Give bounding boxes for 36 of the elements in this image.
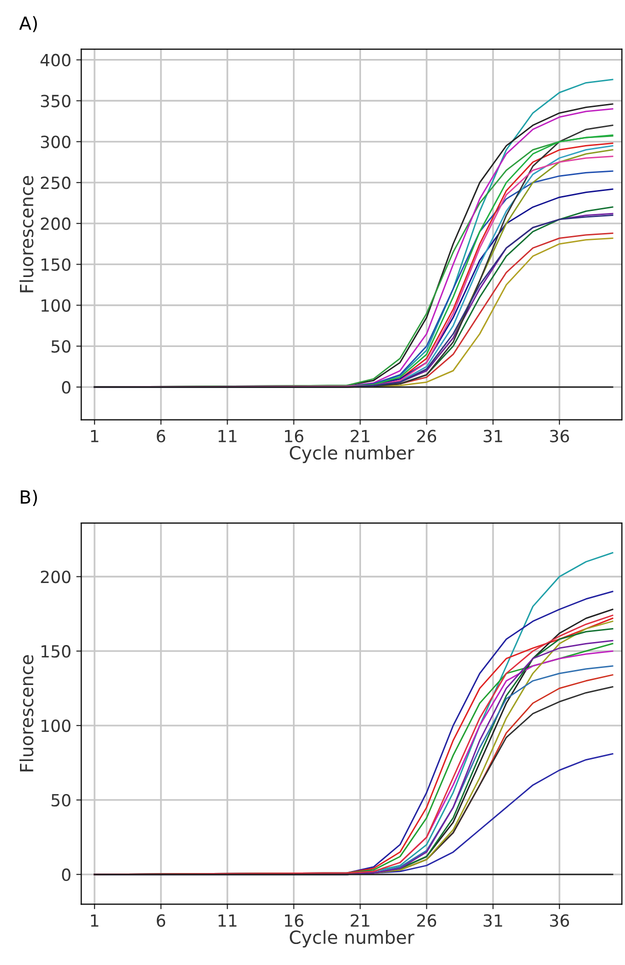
x-axis-title: Cycle number <box>290 446 414 464</box>
x-tick-label: 21 <box>350 430 370 442</box>
y-tick-label: 100 <box>42 719 70 732</box>
x-tick-label: 36 <box>550 914 569 927</box>
x-tick-label: 26 <box>417 430 436 442</box>
y-tick-label: 150 <box>42 258 70 271</box>
x-tick-label: 6 <box>156 914 166 927</box>
x-tick-label: 16 <box>285 914 304 927</box>
x-tick-label: 1 <box>91 914 98 927</box>
x-tick-label: 1 <box>91 430 98 442</box>
x-tick-label: 16 <box>285 430 304 442</box>
chart-title: A) <box>19 16 37 32</box>
y-tick-label: 50 <box>52 794 70 807</box>
y-tick-label: 50 <box>52 340 70 353</box>
y-tick-label: 150 <box>42 645 70 658</box>
x-tick-label: 26 <box>417 914 436 927</box>
y-tick-label: 0 <box>62 868 70 881</box>
x-tick-label: 6 <box>156 430 166 442</box>
x-tick-label: 36 <box>550 430 569 442</box>
x-tick-label: 31 <box>484 914 502 927</box>
x-axis-title: Cycle number <box>290 930 414 948</box>
y-tick-label: 200 <box>40 217 70 230</box>
x-tick-label: 21 <box>350 914 370 927</box>
y-axis-title: Fluorescence <box>19 655 34 772</box>
x-tick-label: 11 <box>218 430 236 442</box>
y-tick-label: 250 <box>40 176 70 190</box>
y-tick-label: 200 <box>40 570 70 584</box>
chart-title: B) <box>20 490 37 506</box>
y-tick-label: 300 <box>40 136 70 148</box>
y-axis-title: Fluorescence <box>19 176 34 292</box>
y-tick-label: 400 <box>40 54 70 66</box>
y-tick-label: 100 <box>42 299 70 312</box>
x-tick-label: 31 <box>484 430 502 442</box>
x-tick-label: 11 <box>218 914 236 927</box>
y-tick-label: 0 <box>62 381 70 394</box>
y-tick-label: 350 <box>40 94 70 108</box>
